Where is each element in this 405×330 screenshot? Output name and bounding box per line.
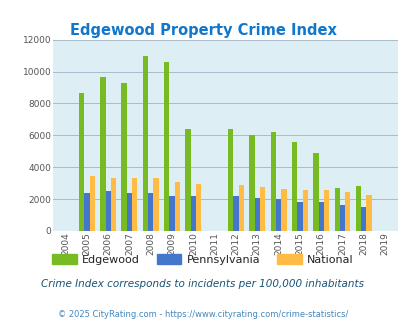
Bar (185, 129, 190, 231)
Bar (84, 193, 90, 231)
Bar (169, 196, 174, 231)
Bar (90, 176, 95, 231)
Bar (111, 178, 116, 231)
Legend: Edgewood, Pennsylvania, National: Edgewood, Pennsylvania, National (48, 250, 357, 269)
Bar (360, 207, 366, 231)
Bar (296, 202, 302, 231)
Text: Crime Index corresponds to incidents per 100,000 inhabitants: Crime Index corresponds to incidents per… (41, 279, 364, 289)
Bar (238, 185, 243, 231)
Bar (100, 77, 105, 231)
Bar (190, 196, 196, 231)
Bar (148, 193, 153, 231)
Bar (79, 93, 84, 231)
Bar (291, 142, 296, 231)
Bar (105, 191, 111, 231)
Bar (228, 129, 233, 231)
Bar (344, 192, 350, 231)
Bar (355, 185, 360, 231)
Bar (153, 178, 158, 231)
Bar (233, 196, 238, 231)
Bar (312, 153, 318, 231)
Bar (254, 197, 259, 231)
Bar (164, 62, 169, 231)
Bar (126, 193, 132, 231)
Bar (275, 199, 281, 231)
Bar (132, 178, 137, 231)
Bar (259, 187, 264, 231)
Bar (281, 189, 286, 231)
Text: Edgewood Property Crime Index: Edgewood Property Crime Index (69, 23, 336, 38)
Text: © 2025 CityRating.com - https://www.cityrating.com/crime-statistics/: © 2025 CityRating.com - https://www.city… (58, 310, 347, 319)
Bar (196, 184, 201, 231)
Bar (143, 55, 148, 231)
Bar (334, 188, 339, 231)
Bar (366, 195, 371, 231)
Bar (302, 190, 307, 231)
Bar (249, 135, 254, 231)
Bar (174, 182, 180, 231)
Bar (318, 202, 323, 231)
Bar (121, 83, 126, 231)
Bar (323, 190, 328, 231)
Bar (270, 132, 275, 231)
Bar (339, 205, 344, 231)
